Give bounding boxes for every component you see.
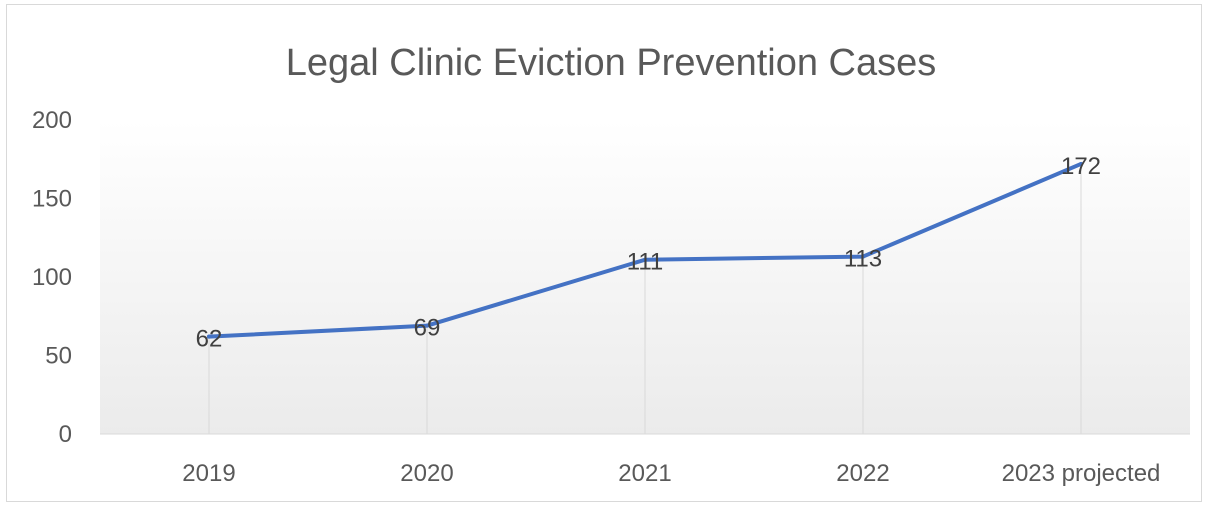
data-point (207, 334, 211, 339)
y-tick-label: 100 (32, 264, 72, 291)
data-labels: 62 69 111 113 172 (196, 153, 1101, 353)
x-tick-label: 2020 (400, 460, 453, 487)
y-axis-ticks: 0 50 100 150 200 (32, 107, 72, 448)
y-tick-label: 200 (32, 107, 72, 134)
x-tick-label: 2019 (182, 460, 235, 487)
data-point (1079, 161, 1083, 166)
data-label: 62 (196, 326, 223, 353)
chart-title: Legal Clinic Eviction Prevention Cases (286, 42, 937, 84)
x-tick-label: 2023 projected (1002, 460, 1161, 487)
data-point (425, 323, 429, 328)
x-tick-label: 2021 (618, 460, 671, 487)
y-tick-label: 0 (59, 421, 72, 448)
x-axis-ticks: 2019 2020 2021 2022 2023 projected (182, 460, 1160, 487)
data-label: 69 (414, 315, 441, 342)
data-label: 111 (627, 249, 663, 276)
drop-lines (208, 163, 1082, 434)
x-tick-label: 2022 (836, 460, 889, 487)
y-tick-label: 50 (45, 343, 72, 370)
data-label: 113 (844, 246, 882, 273)
data-label: 172 (1061, 153, 1101, 180)
data-point (861, 254, 865, 259)
y-tick-label: 150 (32, 186, 72, 213)
data-point (643, 257, 647, 262)
series-lines (207, 161, 1083, 339)
